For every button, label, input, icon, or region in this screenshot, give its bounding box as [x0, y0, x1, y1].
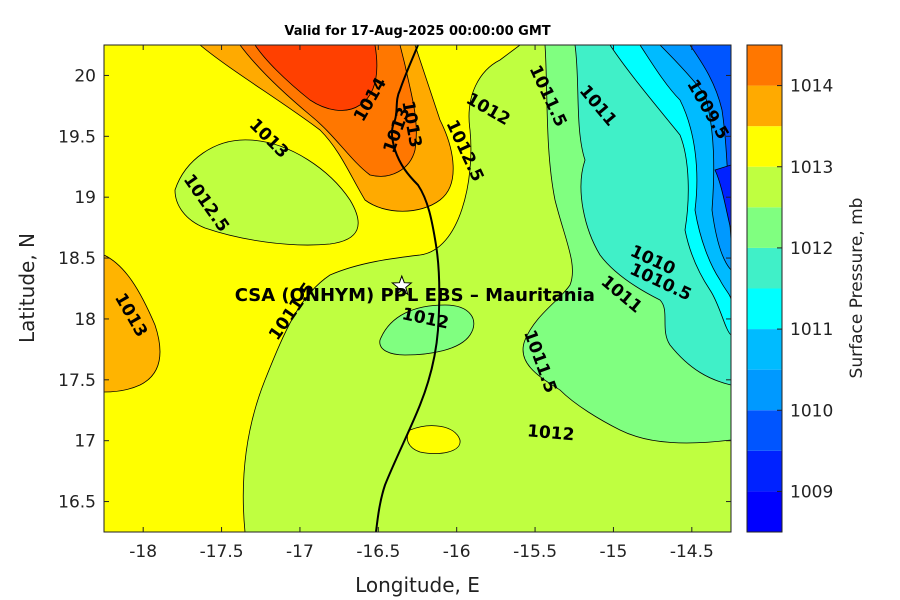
x-tick-label: -16	[443, 542, 471, 562]
colorbar-tick-label: 1011	[790, 320, 833, 340]
x-tick-label: -14.5	[670, 542, 714, 562]
colorbar-tick-label: 1010	[790, 401, 833, 421]
x-tick-label: -18	[129, 542, 157, 562]
field-nw-lime	[174, 139, 359, 246]
y-tick-label: 19.5	[58, 127, 96, 147]
y-tick-label: 18	[74, 310, 96, 330]
x-tick-label: -15	[600, 542, 628, 562]
field-east-core	[714, 164, 731, 231]
field-station-green	[379, 304, 475, 356]
x-axis-label: Longitude, E	[355, 573, 480, 597]
y-tick-label: 19	[74, 188, 96, 208]
colorbar-segment	[747, 85, 782, 127]
colorbar-segment	[747, 207, 782, 248]
pressure-field	[104, 45, 731, 532]
x-tick-label: -17.5	[200, 542, 244, 562]
y-tick-label: 17.5	[58, 371, 96, 391]
colorbar-segment	[747, 329, 782, 370]
station-label: CSA (ONHYM) PPL EBS – Mauritania	[235, 285, 595, 306]
x-tick-label: -17	[286, 542, 314, 562]
colorbar-tick-label: 1013	[790, 158, 833, 178]
colorbar-frame	[746, 44, 783, 533]
x-axis-ticks: -18 -17.5 -17 -16.5 -16 -15.5 -15 -14.5	[129, 45, 714, 562]
y-tick-label: 16.5	[58, 493, 96, 513]
coastline	[375, 44, 441, 533]
station-star-icon	[390, 274, 413, 296]
y-axis-label: Latitude, N	[15, 233, 39, 343]
y-tick-label: 17	[74, 432, 96, 452]
x-tick-label: -16.5	[356, 542, 400, 562]
colorbar-segment	[747, 126, 782, 167]
colorbar-segment	[747, 491, 782, 532]
y-tick-label: 20	[74, 66, 96, 86]
y-tick-label: 18.5	[58, 249, 96, 269]
y-axis-ticks: 20 19.5 19 18.5 18 17.5 17 16.5	[58, 66, 731, 513]
field-east-blue	[659, 45, 731, 271]
colorbar-segment	[747, 288, 782, 330]
colorbar-segment	[747, 45, 782, 86]
x-tick-label: -15.5	[513, 542, 557, 562]
plot-title: Valid for 17-Aug-2025 00:00:00 GMT	[284, 24, 551, 39]
colorbar-segment	[747, 247, 782, 289]
station-marker-group: CSA (ONHYM) PPL EBS – Mauritania	[235, 274, 595, 306]
colorbar-label: Surface Pressure, mb	[847, 198, 867, 379]
colorbar-tick-label: 1014	[790, 77, 833, 97]
field-north-core	[254, 45, 378, 111]
colorbar-segment	[747, 369, 782, 411]
field-west-orange	[104, 254, 161, 393]
colorbar-tick-label: 1012	[790, 239, 833, 259]
field-south-yellow	[406, 425, 461, 454]
colorbar-segment	[747, 450, 782, 492]
contour-label: 1012	[526, 421, 575, 445]
colorbar-tick-label: 1009	[790, 482, 833, 502]
colorbar-segment	[747, 410, 782, 451]
colorbar: 1014 1013 1012 1011 1010 1009	[746, 44, 833, 533]
map-frame	[103, 44, 732, 533]
colorbar-segment	[747, 166, 782, 208]
